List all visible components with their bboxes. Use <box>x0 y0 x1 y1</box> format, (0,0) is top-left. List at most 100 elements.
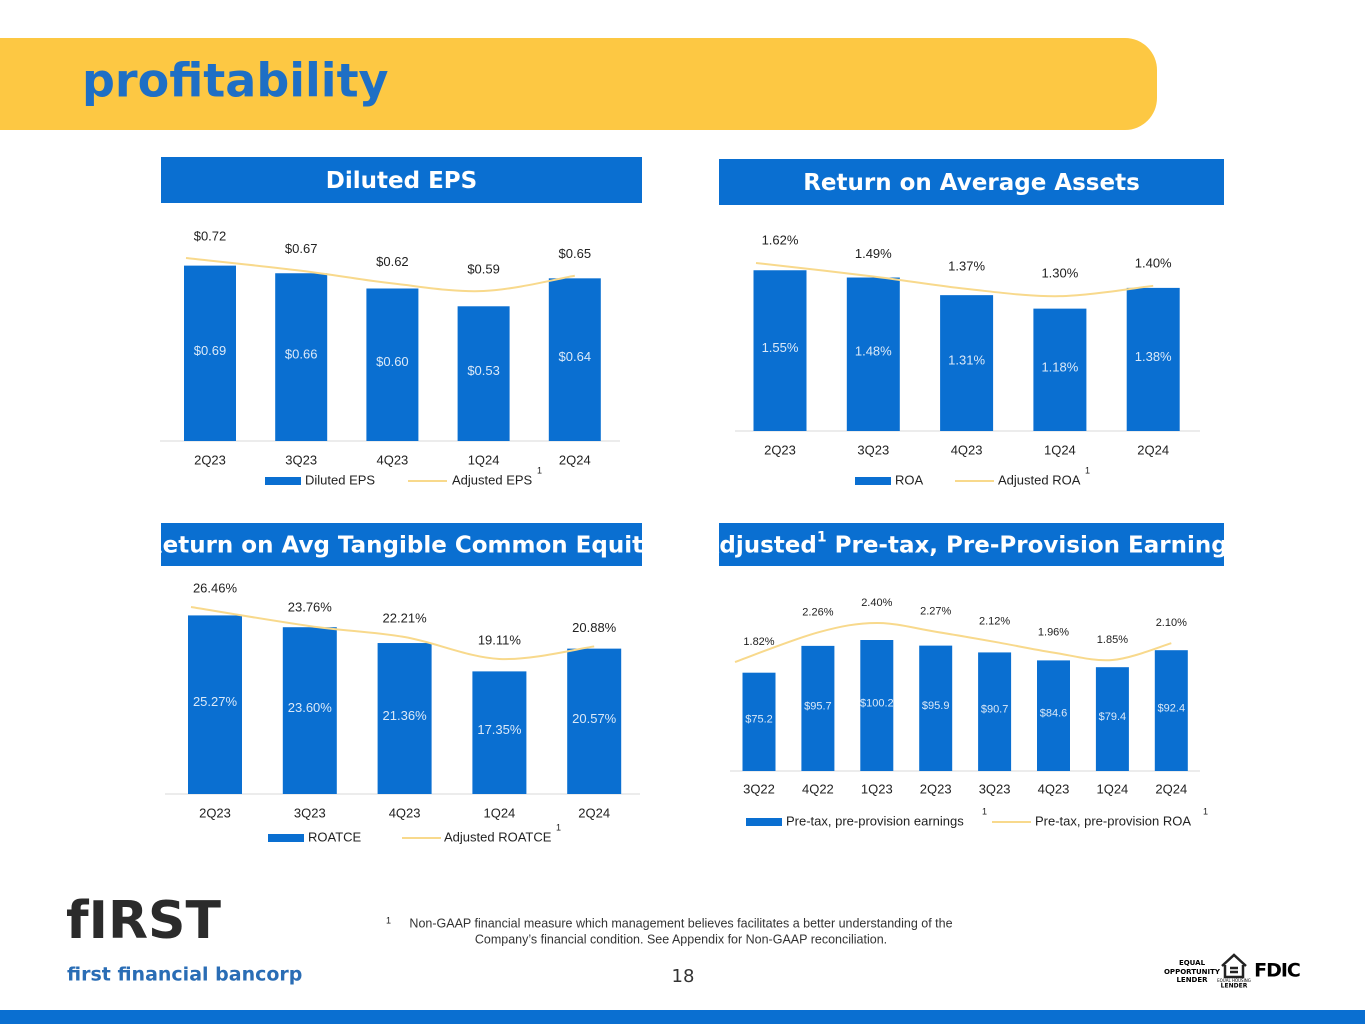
line-value-label: 2.26% <box>802 606 833 618</box>
bar <box>753 270 807 431</box>
title-part: Pre-tax, Pre-Provision Earnings <box>827 532 1242 558</box>
line-value-label: 1.82% <box>743 636 774 648</box>
legend-swatch <box>746 818 782 826</box>
legend-footnote: 1 <box>1085 465 1090 475</box>
bar <box>366 288 419 441</box>
line-value-label: 1.37% <box>948 258 985 273</box>
line-value-label: 19.11% <box>478 632 522 647</box>
bar-value-label: $95.9 <box>922 700 950 712</box>
x-tick-label: 2Q23 <box>920 781 952 796</box>
bar-value-label: $0.69 <box>194 343 227 358</box>
x-tick-label: 1Q24 <box>1044 442 1076 457</box>
line-value-label: 1.96% <box>1038 626 1069 638</box>
bar <box>978 652 1012 771</box>
bar <box>457 306 510 441</box>
line-value-label: 1.40% <box>1135 255 1172 270</box>
bar <box>1037 660 1070 771</box>
legend-footnote: 1 <box>1203 806 1208 816</box>
bar-value-label: 21.36% <box>383 708 428 723</box>
legend-swatch <box>855 477 891 485</box>
legend-label: Adjusted ROA <box>998 472 1081 487</box>
chart-header <box>719 523 1224 566</box>
line <box>190 606 595 661</box>
x-tick-label: 2Q24 <box>1137 442 1169 457</box>
bar-value-label: $0.60 <box>376 354 409 369</box>
page-number: 18 <box>672 966 695 987</box>
footer-bar <box>0 1010 1365 1024</box>
line-value-label: 1.85% <box>1097 634 1128 646</box>
bar <box>801 645 835 771</box>
line-value-label: 1.30% <box>1041 266 1078 281</box>
x-tick-label: 2Q23 <box>764 442 796 457</box>
bar-value-label: 1.48% <box>855 344 892 359</box>
bar <box>1126 287 1180 431</box>
bar-value-label: 25.27% <box>193 694 238 709</box>
line-value-label: 26.46% <box>193 580 238 595</box>
bar-value-label: 1.31% <box>948 353 985 368</box>
title-part: Adjusted <box>702 532 817 558</box>
legend-label: Adjusted EPS <box>452 472 533 487</box>
bar <box>1033 308 1087 431</box>
x-tick-label: 3Q23 <box>285 452 317 467</box>
x-tick-label: 4Q23 <box>376 452 408 467</box>
bar <box>282 627 337 794</box>
x-tick-label: 4Q22 <box>802 781 834 796</box>
line-value-label: 23.76% <box>288 600 333 615</box>
bar <box>275 273 328 441</box>
badges: EQUAL OPPORTUNITY LENDER EQUAL HOUSING L… <box>1164 953 1301 990</box>
x-tick-label: 1Q23 <box>861 781 893 796</box>
x-tick-label: 1Q24 <box>1096 781 1128 796</box>
slide-title: profitability <box>82 54 389 108</box>
bar <box>919 645 953 771</box>
badge-text: OPPORTUNITY <box>1164 968 1221 976</box>
bar <box>567 648 622 794</box>
x-tick-label: 2Q24 <box>1155 781 1187 796</box>
chart-header <box>161 157 642 203</box>
legend-label: Pre-tax, pre-provision earnings <box>786 813 964 828</box>
bar <box>860 640 894 771</box>
legend-footnote: 1 <box>556 822 561 832</box>
bar-value-label: $79.4 <box>1099 711 1127 723</box>
chart-title: Diluted EPS <box>326 168 477 194</box>
line-value-label: 20.88% <box>572 620 617 635</box>
footnote-marker: 1 <box>386 915 391 925</box>
line-value-label: 1.49% <box>855 246 892 261</box>
line-value-label: 2.10% <box>1156 617 1187 629</box>
bar-value-label: 1.18% <box>1041 359 1078 374</box>
bar-value-label: $95.7 <box>804 700 832 712</box>
x-tick-label: 3Q23 <box>857 442 889 457</box>
legend-swatch <box>265 477 301 485</box>
badge-text: EQUAL HOUSING <box>1217 978 1251 983</box>
footnote: Non-GAAP financial measure which managem… <box>409 916 952 930</box>
bar <box>742 672 776 771</box>
line <box>755 262 1154 298</box>
x-tick-label: 2Q23 <box>194 452 226 467</box>
bar-value-label: 20.57% <box>572 711 617 726</box>
title-part: Diluted EPS <box>326 168 477 194</box>
legend-footnote: 1 <box>537 465 542 475</box>
x-tick-label: 4Q23 <box>389 805 421 820</box>
x-tick-label: 1Q24 <box>483 805 515 820</box>
legend-label: ROATCE <box>308 829 362 844</box>
badge-text: EQUAL <box>1179 959 1206 967</box>
bar <box>846 277 900 431</box>
x-tick-label: 3Q23 <box>979 781 1011 796</box>
title-part: Return on Avg Tangible Common Equity <box>145 532 658 558</box>
chart-title: Return on Avg Tangible Common Equity <box>145 532 658 558</box>
bar-value-label: $100.2 <box>860 697 894 709</box>
x-tick-label: 3Q22 <box>743 781 775 796</box>
line-value-label: 2.40% <box>861 597 892 609</box>
legend-label: Pre-tax, pre-provision ROA <box>1035 813 1191 828</box>
bar-value-label: $75.2 <box>745 714 773 726</box>
x-tick-label: 4Q23 <box>951 442 983 457</box>
x-tick-label: 1Q24 <box>468 452 500 467</box>
line-value-label: $0.65 <box>559 246 592 261</box>
bar-value-label: $0.66 <box>285 347 318 362</box>
bar <box>548 278 601 441</box>
line-value-label: 2.27% <box>920 606 951 618</box>
line <box>185 257 575 293</box>
bar-value-label: $0.64 <box>559 349 592 364</box>
legend-label: Adjusted ROATCE <box>444 829 552 844</box>
line-value-label: 2.12% <box>979 616 1010 628</box>
